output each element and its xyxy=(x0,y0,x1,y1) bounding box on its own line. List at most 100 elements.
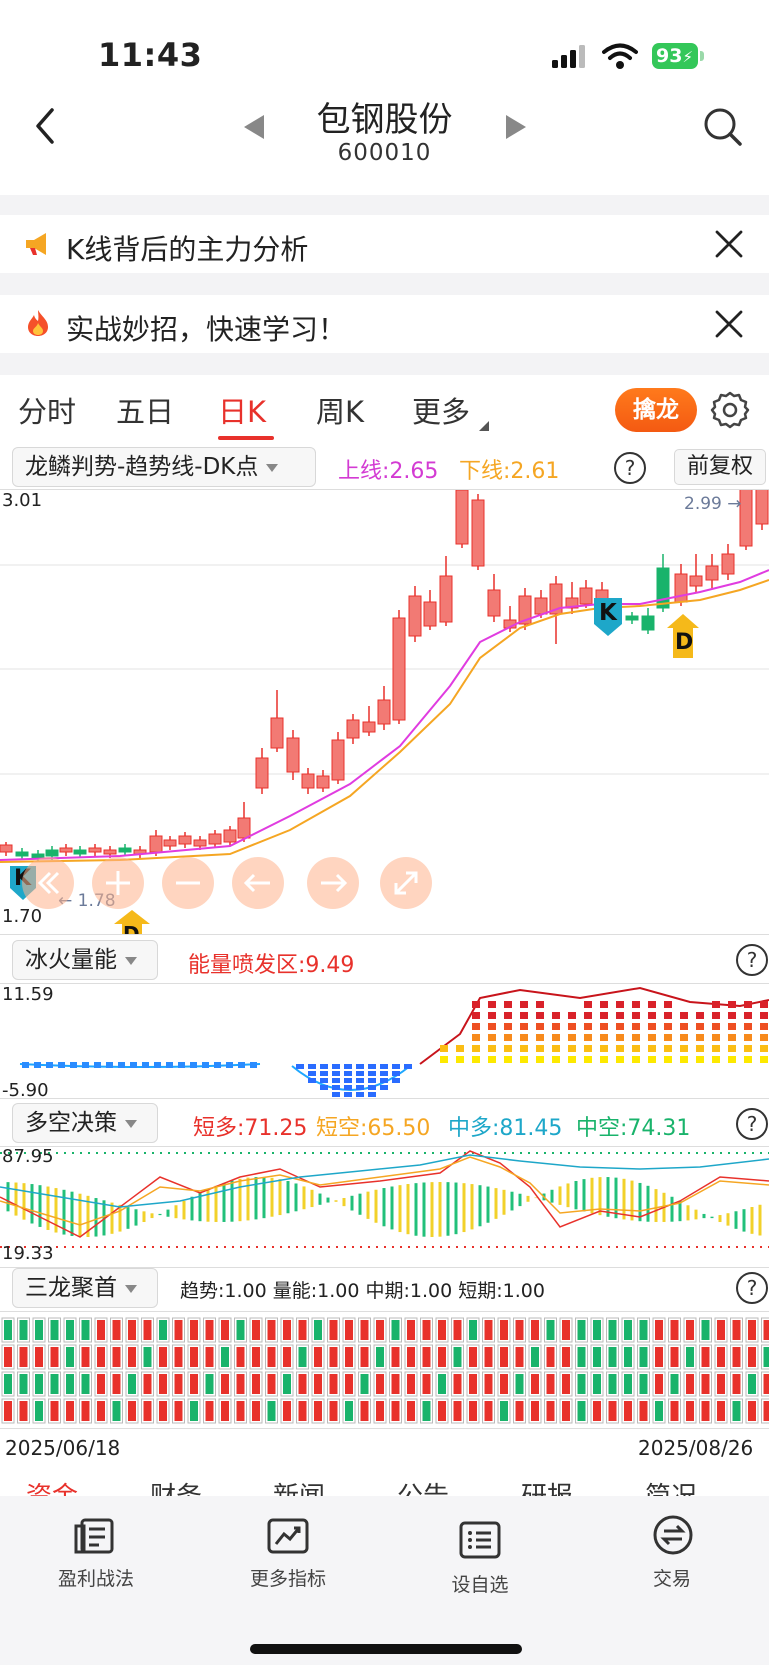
signal-cell xyxy=(314,1347,322,1367)
volume-bar-positive xyxy=(568,1012,576,1019)
signal-cell xyxy=(4,1347,12,1367)
signal-cell xyxy=(593,1320,601,1340)
signal-cell xyxy=(546,1347,555,1367)
signal-cell xyxy=(748,1320,756,1340)
main-y-min: 1.70 xyxy=(2,906,43,927)
prev-stock-icon[interactable] xyxy=(240,112,266,142)
signal-cell xyxy=(298,1374,307,1394)
tab-intraday[interactable]: 分时 xyxy=(18,395,77,429)
detail-tab-notice[interactable]: 公告 xyxy=(397,1482,450,1498)
qinlong-button[interactable]: 擒龙 xyxy=(615,388,697,432)
decision-chart[interactable] xyxy=(0,1146,769,1268)
double-chevron-left-icon xyxy=(37,871,60,895)
bottom-nav xyxy=(0,1496,769,1665)
signal-cell xyxy=(221,1320,229,1340)
detail-tab-profile[interactable]: 简况 xyxy=(645,1482,698,1498)
volume-bar-positive xyxy=(616,1056,624,1063)
candlestick-chart[interactable] xyxy=(0,489,769,935)
signal-cell xyxy=(314,1320,322,1340)
decision-indicator-dropdown[interactable]: 多空决策 xyxy=(12,1103,158,1143)
signal-cell xyxy=(717,1347,725,1367)
sanlong-indicator-dropdown[interactable]: 三龙聚首 xyxy=(12,1268,158,1308)
signal-cell xyxy=(97,1320,105,1340)
help-icon[interactable]: ? xyxy=(736,1272,768,1304)
signal-cell xyxy=(143,1347,152,1367)
exchange-icon xyxy=(653,1515,693,1555)
search-icon[interactable] xyxy=(702,106,744,148)
volume-bar-negative xyxy=(392,1064,400,1069)
volume-bar-positive xyxy=(696,1012,704,1019)
nav-watchlist[interactable]: 设自选 xyxy=(410,1512,550,1602)
zoom-in-button[interactable] xyxy=(92,857,144,909)
high-price-value: 2.99 xyxy=(684,494,722,514)
volume-indicator-dropdown[interactable]: 冰火量能 xyxy=(12,940,158,980)
fullscreen-button[interactable] xyxy=(380,857,432,909)
signal-cell xyxy=(484,1401,493,1421)
signal-cell xyxy=(407,1401,415,1421)
volume-bar-negative xyxy=(356,1071,364,1076)
signal-cell xyxy=(112,1374,121,1394)
volume-bar-positive xyxy=(760,1056,768,1063)
d-signal-arrow-icon xyxy=(667,614,699,658)
volume-bar-positive xyxy=(600,1001,608,1008)
volume-bar-positive xyxy=(584,1023,592,1030)
main-indicator-dropdown[interactable]: 龙鳞判势-趋势线-DK点 xyxy=(12,447,316,487)
volume-bar-positive xyxy=(600,1034,608,1041)
candle-body xyxy=(15,851,29,857)
chevron-down-icon xyxy=(266,463,279,472)
volume-bar-positive xyxy=(632,1023,640,1030)
tab-more[interactable]: 更多 xyxy=(412,389,490,431)
volume-bar-positive xyxy=(520,1056,528,1063)
signal-cell xyxy=(128,1401,136,1421)
volume-bar-positive xyxy=(664,1023,672,1030)
nav-trade[interactable]: 交易 xyxy=(602,1512,742,1598)
candle-body xyxy=(331,739,345,781)
next-stock-icon[interactable] xyxy=(504,112,530,142)
volume-bar-positive xyxy=(728,1023,736,1030)
help-icon[interactable]: ? xyxy=(736,1108,768,1140)
signal-cell xyxy=(422,1401,431,1421)
zoom-out-fast-button[interactable] xyxy=(22,857,74,909)
volume-bar-negative xyxy=(118,1062,125,1068)
back-icon[interactable] xyxy=(30,106,60,146)
detail-tab-research[interactable]: 研报 xyxy=(521,1482,574,1498)
tab-weekly-k[interactable]: 周K xyxy=(316,395,365,429)
scroll-left-button[interactable] xyxy=(232,857,284,909)
signal-cell xyxy=(19,1320,28,1340)
signal-cell xyxy=(221,1347,229,1367)
volume-bar-positive xyxy=(744,1056,752,1063)
nav-more-indicators[interactable]: 更多指标 xyxy=(218,1512,358,1598)
tab-daily-k[interactable]: 日K xyxy=(218,395,267,429)
sanlong-chart[interactable] xyxy=(0,1311,769,1429)
volume-bar-negative xyxy=(130,1062,137,1068)
scroll-right-button[interactable] xyxy=(307,857,359,909)
candle-body xyxy=(59,847,73,853)
signal-cell xyxy=(701,1347,710,1367)
zoom-out-button[interactable] xyxy=(162,857,214,909)
banner-1[interactable]: K线背后的主力分析 xyxy=(0,215,769,273)
signal-cell xyxy=(143,1320,152,1340)
ma-line-upper xyxy=(0,569,769,861)
adjust-button[interactable]: 前复权 xyxy=(674,449,766,485)
signal-cell xyxy=(81,1347,90,1367)
d-signal-label: D xyxy=(123,922,140,934)
volume-bar-positive xyxy=(520,1034,528,1041)
gear-icon[interactable] xyxy=(710,390,750,430)
main-indicator-label: 龙鳞判势-趋势线-DK点 xyxy=(25,454,259,480)
detail-tab-finance[interactable]: 财务 xyxy=(150,1482,203,1498)
banner-2[interactable]: 实战妙招，快速学习！ xyxy=(0,295,769,353)
help-icon[interactable]: ? xyxy=(614,452,646,484)
close-icon[interactable] xyxy=(712,307,746,341)
volume-chart[interactable] xyxy=(0,983,769,1099)
detail-tab-capital[interactable]: 资金 xyxy=(26,1482,79,1498)
date-start: 2025/06/18 xyxy=(5,1436,121,1460)
signal-cell xyxy=(391,1374,400,1394)
volume-bar-positive xyxy=(472,1045,480,1052)
detail-tabs[interactable]: 资金 财务 新闻 公告 研报 简况 xyxy=(0,1474,769,1498)
nav-trade-label: 交易 xyxy=(652,1568,691,1590)
help-icon[interactable]: ? xyxy=(736,944,768,976)
close-icon[interactable] xyxy=(712,227,746,261)
nav-strategy[interactable]: 盈利战法 xyxy=(26,1512,166,1598)
tab-five-day[interactable]: 五日 xyxy=(116,395,175,429)
detail-tab-news[interactable]: 新闻 xyxy=(273,1482,326,1498)
